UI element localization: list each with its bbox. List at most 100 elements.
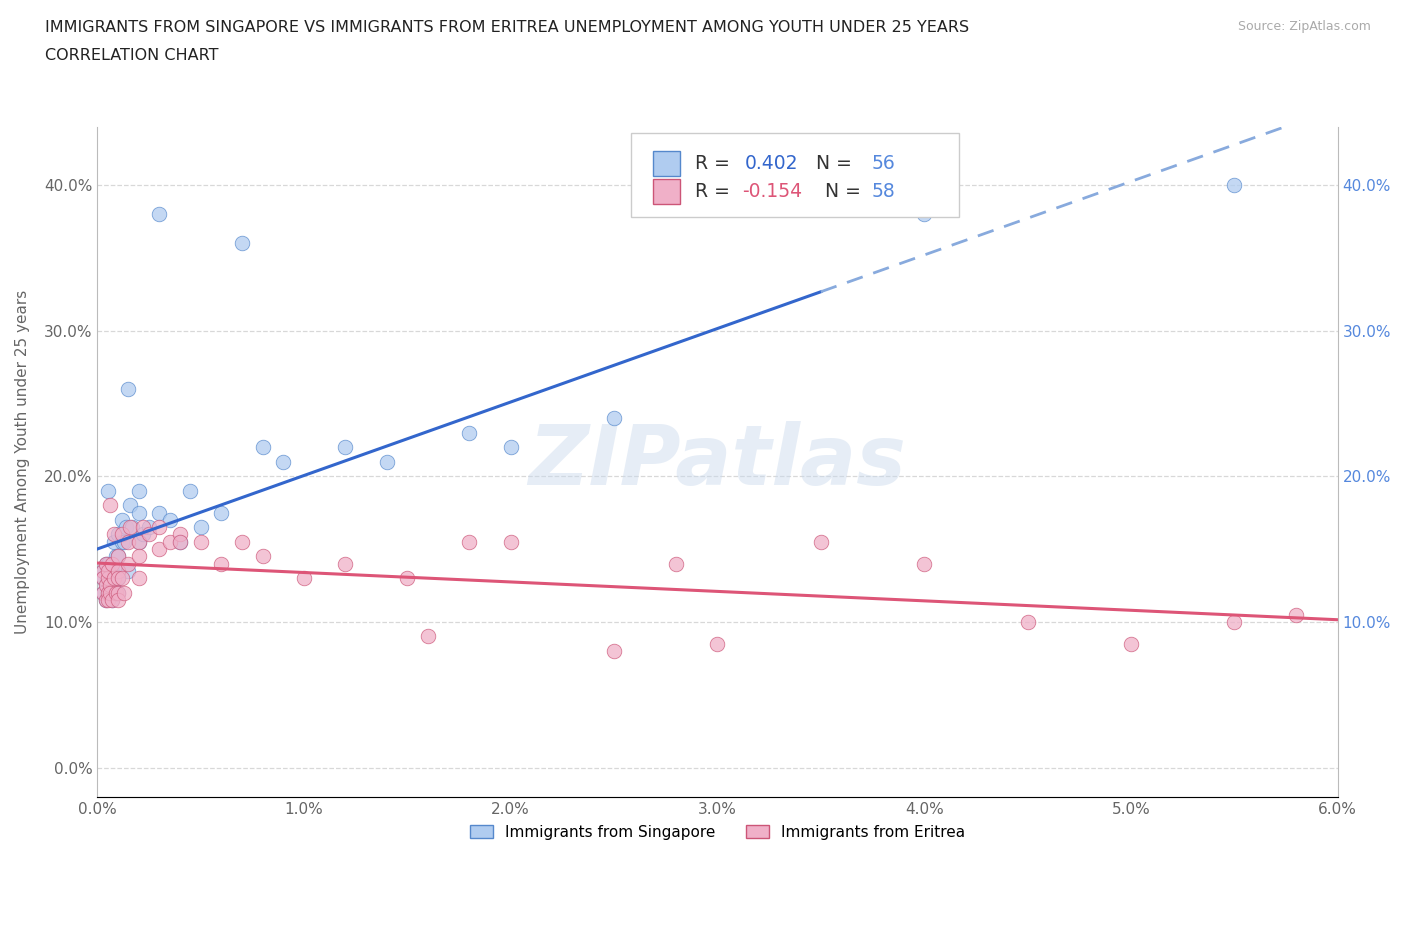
Point — [100, 592, 122, 607]
Text: R =: R = — [695, 182, 735, 201]
Point — [111, 512, 134, 527]
Point — [416, 629, 439, 644]
Point — [93, 585, 115, 600]
Point — [97, 592, 120, 607]
Point — [97, 571, 120, 586]
Point — [117, 564, 139, 578]
Point — [100, 564, 122, 578]
Point — [603, 644, 626, 658]
Point — [97, 571, 120, 586]
Point — [335, 556, 357, 571]
Bar — [652, 179, 681, 204]
Text: 58: 58 — [872, 182, 896, 201]
Point — [396, 571, 419, 586]
Point — [94, 556, 117, 571]
Text: IMMIGRANTS FROM SINGAPORE VS IMMIGRANTS FROM ERITREA UNEMPLOYMENT AMONG YOUTH UN: IMMIGRANTS FROM SINGAPORE VS IMMIGRANTS … — [45, 20, 969, 35]
Legend: Immigrants from Singapore, Immigrants from Eritrea: Immigrants from Singapore, Immigrants fr… — [464, 818, 972, 846]
Point — [107, 585, 129, 600]
Point — [169, 527, 191, 542]
Point — [209, 505, 232, 520]
Point — [120, 498, 142, 512]
Point — [458, 425, 481, 440]
Point — [190, 535, 212, 550]
Point — [128, 484, 150, 498]
Point — [94, 592, 117, 607]
Point — [252, 549, 274, 564]
Text: N =: N = — [813, 182, 868, 201]
Point — [665, 556, 688, 571]
Point — [810, 535, 832, 550]
Point — [292, 571, 315, 586]
Point — [121, 520, 143, 535]
Point — [148, 505, 170, 520]
Text: R =: R = — [695, 154, 735, 173]
Point — [912, 206, 935, 221]
Point — [138, 527, 160, 542]
Point — [98, 564, 121, 578]
Point — [179, 484, 201, 498]
Point — [1285, 607, 1308, 622]
Point — [1223, 178, 1246, 193]
Point — [100, 585, 122, 600]
Point — [111, 535, 134, 550]
Point — [335, 440, 357, 455]
Point — [93, 564, 115, 578]
Point — [128, 549, 150, 564]
Point — [97, 556, 120, 571]
Point — [169, 535, 191, 550]
Point — [103, 585, 125, 600]
Point — [499, 535, 522, 550]
Point — [1223, 615, 1246, 630]
Point — [128, 505, 150, 520]
Point — [117, 381, 139, 396]
Point — [603, 410, 626, 425]
Point — [128, 535, 150, 550]
Y-axis label: Unemployment Among Youth under 25 years: Unemployment Among Youth under 25 years — [15, 289, 30, 633]
Point — [107, 564, 129, 578]
Point — [169, 535, 191, 550]
Point — [97, 585, 120, 600]
Point — [103, 571, 125, 586]
Point — [107, 571, 129, 586]
Point — [103, 535, 125, 550]
Text: 56: 56 — [872, 154, 896, 173]
Point — [148, 206, 170, 221]
Point — [107, 549, 129, 564]
Point — [103, 527, 125, 542]
Point — [115, 520, 138, 535]
Point — [159, 512, 181, 527]
Point — [103, 571, 125, 586]
Point — [98, 585, 121, 600]
Point — [107, 527, 129, 542]
Point — [100, 556, 122, 571]
Point — [98, 578, 121, 593]
Point — [93, 571, 115, 586]
Point — [98, 578, 121, 593]
Text: CORRELATION CHART: CORRELATION CHART — [45, 48, 218, 63]
Point — [209, 556, 232, 571]
Point — [107, 592, 129, 607]
Point — [97, 585, 120, 600]
Point — [104, 571, 127, 586]
Point — [93, 564, 115, 578]
Point — [128, 571, 150, 586]
Point — [97, 564, 120, 578]
Text: N =: N = — [804, 154, 858, 173]
Point — [159, 535, 181, 550]
Point — [112, 585, 135, 600]
Point — [98, 498, 121, 512]
Point — [132, 520, 155, 535]
Point — [912, 556, 935, 571]
Point — [107, 564, 129, 578]
Point — [1017, 615, 1039, 630]
Point — [112, 535, 135, 550]
Point — [458, 535, 481, 550]
Point — [706, 636, 728, 651]
Bar — [652, 151, 681, 176]
Point — [107, 549, 129, 564]
Point — [94, 592, 117, 607]
Point — [111, 571, 134, 586]
Point — [107, 585, 129, 600]
Point — [94, 578, 117, 593]
Point — [128, 535, 150, 550]
